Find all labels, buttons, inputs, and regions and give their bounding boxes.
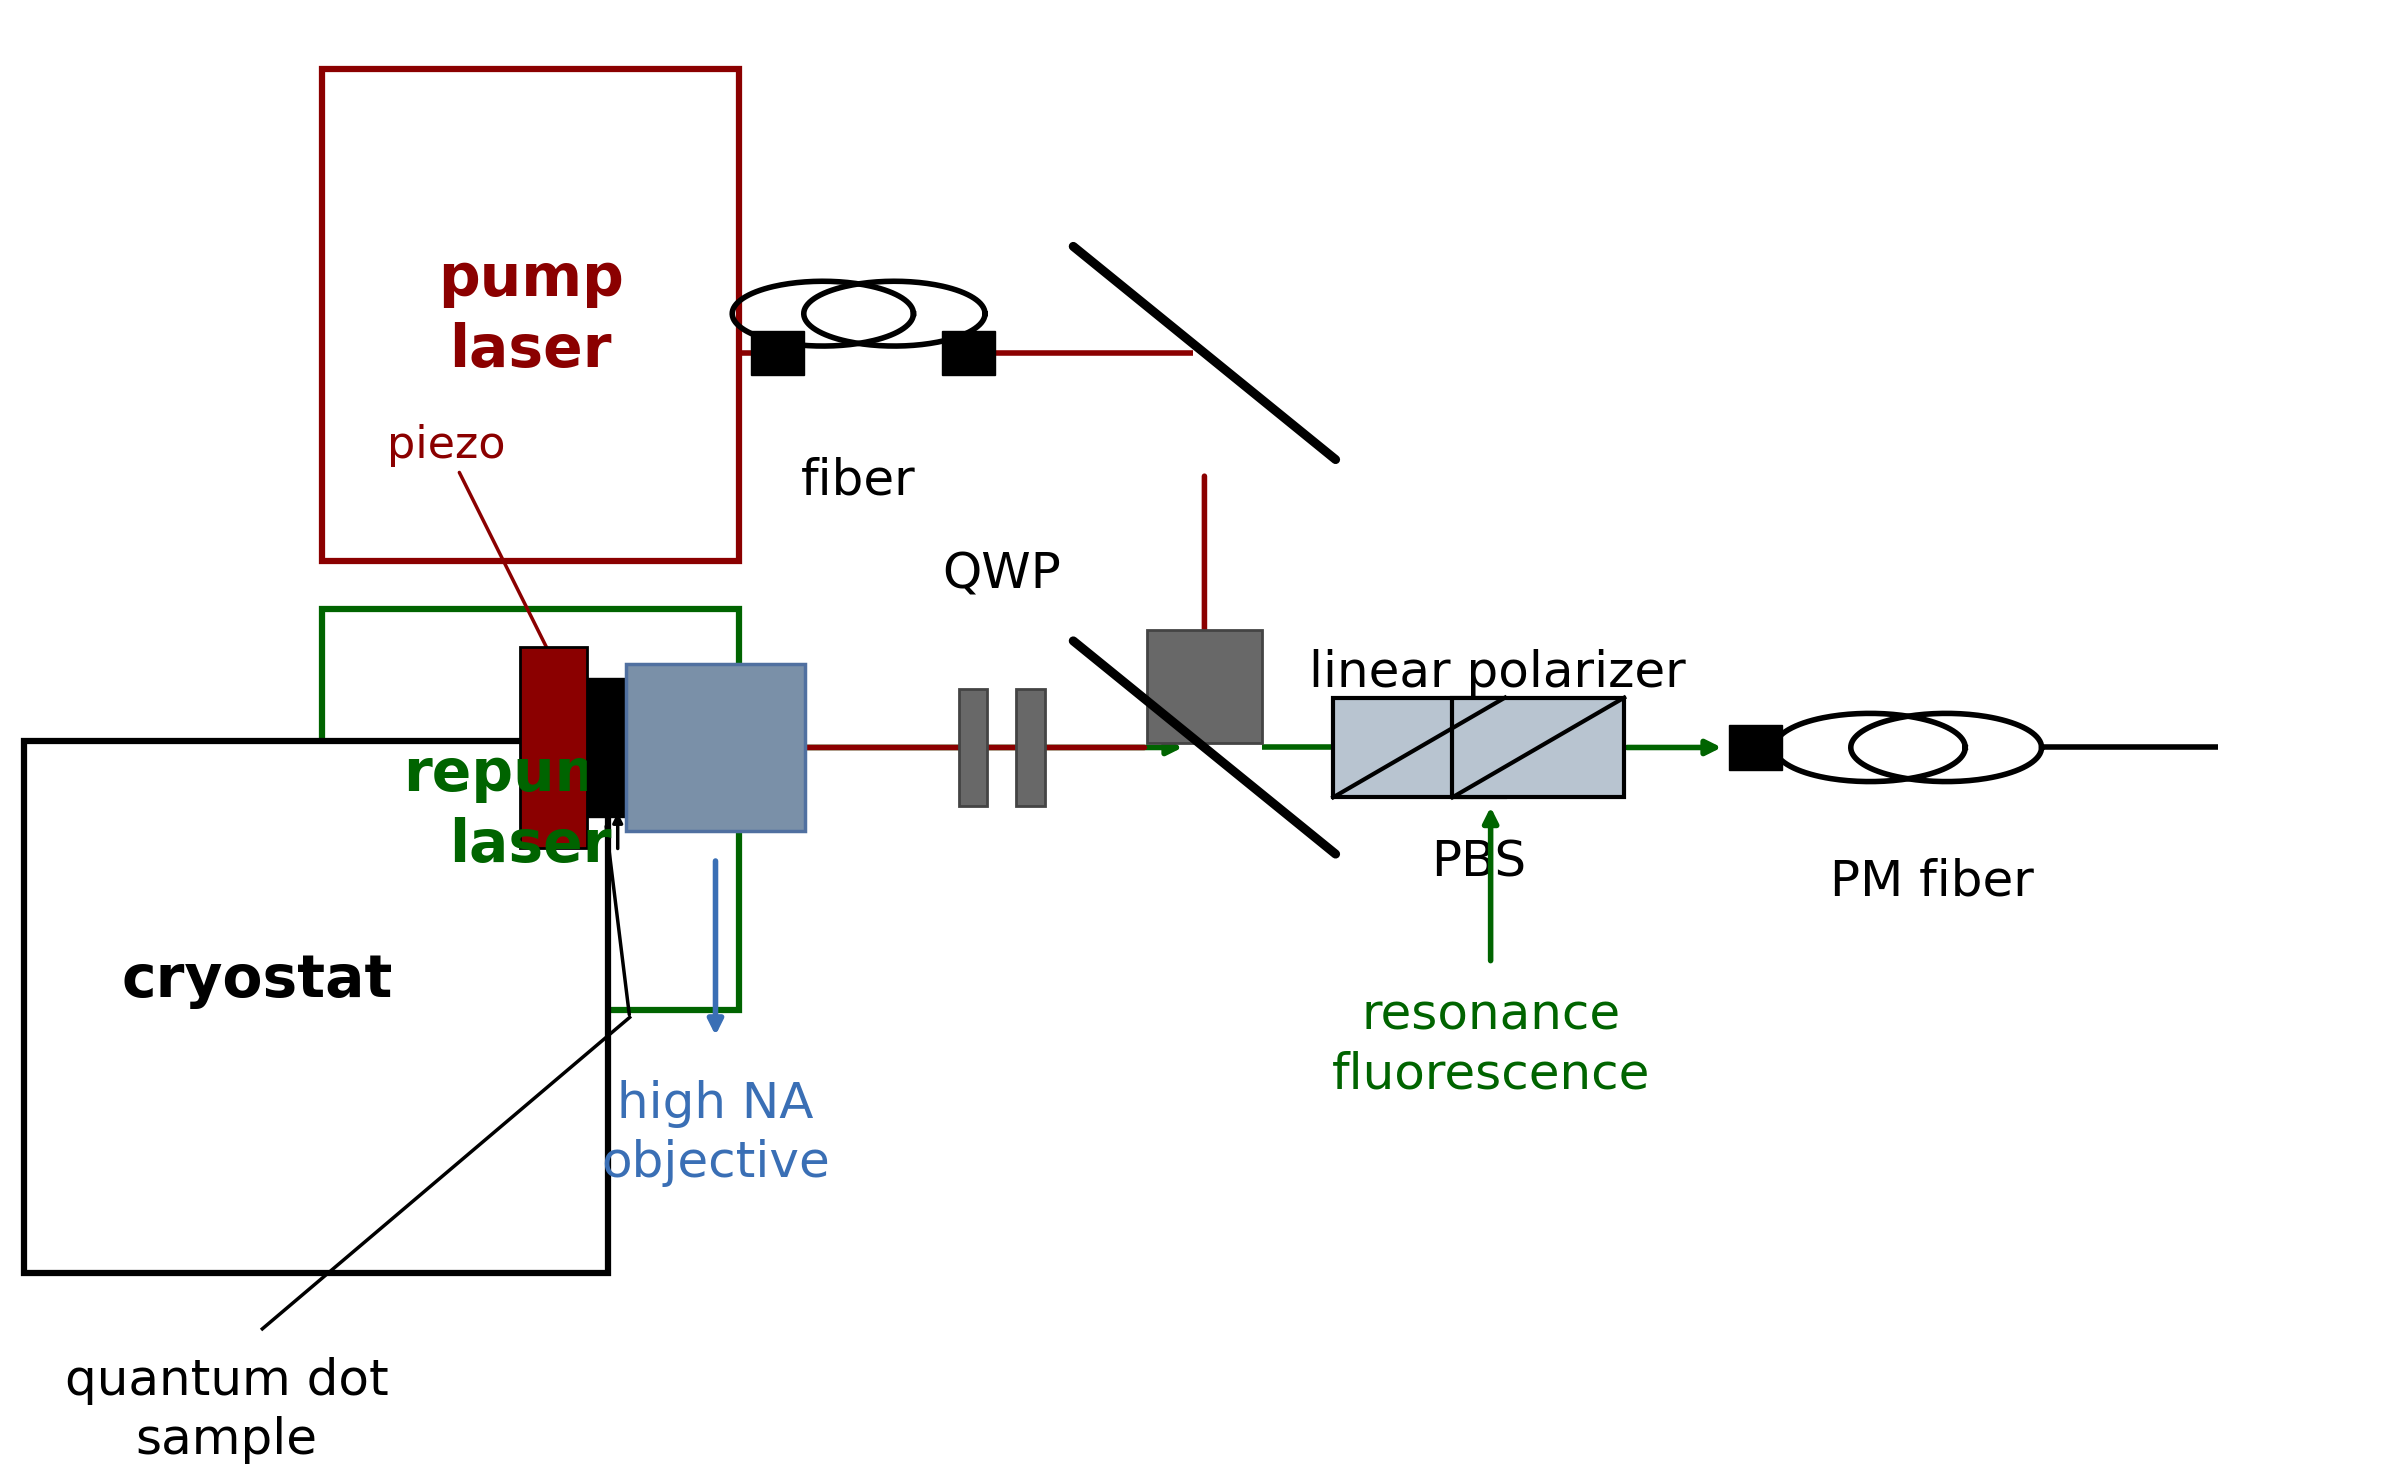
Bar [942,331,995,375]
Bar [587,679,625,817]
Bar [751,331,804,375]
Text: cryostat: cryostat [122,952,394,1009]
Text: resonance
fluorescence: resonance fluorescence [1331,992,1650,1099]
Bar [322,610,739,1011]
Bar [625,664,804,830]
Text: PM fiber: PM fiber [1829,858,2034,906]
Text: QWP: QWP [942,551,1061,599]
Text: quantum dot
sample: quantum dot sample [64,1356,389,1465]
Bar [1016,689,1045,806]
Bar [959,689,987,806]
Text: linear polarizer: linear polarizer [1309,649,1686,696]
Bar [520,648,587,848]
Bar [24,740,608,1274]
Bar [1333,698,1505,798]
Text: pump
laser: pump laser [439,251,622,379]
Text: high NA
objective: high NA objective [601,1080,830,1187]
Text: fiber: fiber [801,457,916,505]
Bar [1147,630,1262,743]
Text: repump
laser: repump laser [403,746,658,874]
Text: piezo: piezo [386,425,551,658]
Text: PBS: PBS [1431,839,1526,887]
Bar [322,69,739,561]
Bar [1452,698,1624,798]
Bar [1729,726,1782,770]
